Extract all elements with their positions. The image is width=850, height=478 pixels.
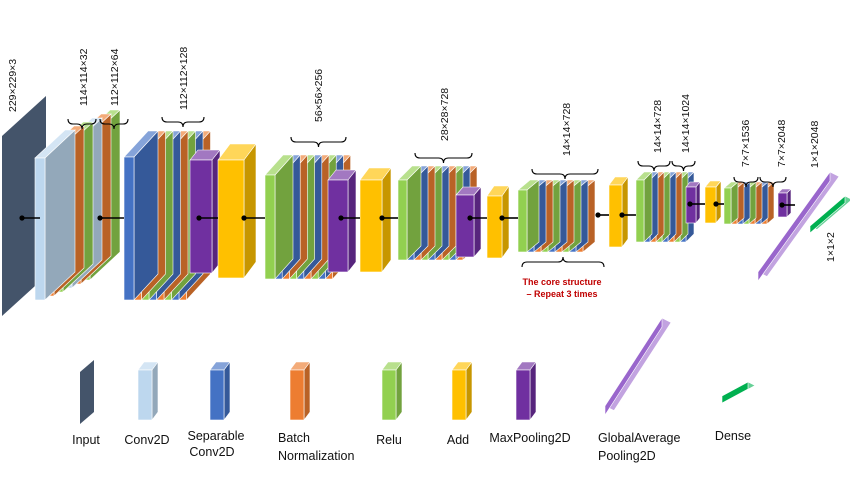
brace-exit-a (637, 160, 671, 172)
connector-dot-0 (19, 215, 25, 221)
legend-icon-global-average-pooling (604, 316, 672, 417)
middle-add (608, 176, 629, 248)
legend-label-relu: Relu (376, 433, 402, 447)
brace-core-structure (521, 256, 605, 268)
brace-block2 (290, 136, 347, 148)
block1-separable-conv2d-7 (123, 130, 159, 301)
block2-relu-8 (264, 154, 294, 280)
connector-dot-4 (338, 215, 344, 221)
legend-label-batch-line2: Normalization (278, 449, 354, 463)
legend-label-separable-line2: Conv2D (189, 445, 234, 459)
exit-ab-relu-7 (635, 171, 653, 243)
connector-dot-8 (595, 212, 601, 218)
legend-icon-batch-normalization (289, 361, 311, 421)
legend-icon-dense (721, 381, 756, 404)
dim-label-conv2: 112×112×64 (109, 48, 121, 106)
connector-dot-10 (687, 201, 693, 207)
dense-bar (809, 195, 850, 234)
dim-label-block2: 56×56×256 (313, 69, 325, 122)
brace-exit-c (733, 176, 759, 188)
connector-dot-2 (196, 215, 202, 221)
connectors (19, 201, 795, 221)
block2-maxpool (327, 169, 357, 273)
core-structure-note-line2: – Repeat 3 times (526, 289, 597, 299)
legend-label-dense: Dense (715, 429, 751, 443)
dim-label-block3: 28×28×728 (439, 88, 451, 141)
legend-icon-relu (381, 361, 403, 421)
dim-label-exit-c: 7×7×1536 (740, 120, 752, 167)
entry-stack-conv2d-5 (34, 129, 76, 301)
legend-label-gap-line1: GlobalAverage (598, 431, 681, 445)
block1-maxpool (189, 149, 221, 274)
legend-icons (80, 316, 756, 424)
connector-dot-6 (467, 215, 473, 221)
connector-dot-7 (499, 215, 505, 221)
dim-label-gap: 1×1×2048 (809, 121, 821, 168)
legend-icon-input (80, 360, 94, 424)
legend-label-batch-line1: Batch (278, 431, 310, 445)
connector-dot-9 (619, 212, 625, 218)
legend-label-gap-line2: Pooling2D (598, 449, 656, 463)
brace-middle (531, 168, 599, 180)
brace-block1 (161, 116, 205, 128)
core-structure-note-line1: The core structure (522, 277, 601, 287)
middle-relu-8 (517, 179, 540, 253)
legend-icon-add (451, 361, 473, 421)
dim-label-input: 229×229×3 (7, 59, 19, 112)
legend-icon-separable-conv2d (209, 361, 231, 421)
block2-add (359, 167, 392, 273)
legend-label-add: Add (447, 433, 469, 447)
exit-final-maxpool (777, 188, 792, 218)
legend-label-separable-line1: Separable (188, 429, 245, 443)
legend-icon-conv2d (137, 361, 159, 421)
dim-label-middle: 14×14×728 (561, 103, 573, 156)
brace-exit-d (759, 176, 787, 188)
connector-dot-5 (379, 215, 385, 221)
connector-dot-11 (713, 201, 719, 207)
block3-add (486, 185, 510, 259)
brace-conv2 (99, 118, 129, 130)
dim-label-conv1: 114×114×32 (78, 48, 90, 106)
legend-icon-maxpool (515, 361, 537, 421)
connector-dot-1 (97, 215, 103, 221)
global-average-pooling-bar (757, 171, 840, 282)
exit-add (704, 180, 722, 224)
block3-maxpool (455, 186, 482, 258)
brace-block3 (414, 152, 473, 164)
connector-dot-3 (241, 215, 247, 221)
connector-dot-12 (779, 202, 785, 208)
dim-label-exit-d: 7×7×2048 (776, 120, 788, 167)
brace-conv1 (67, 118, 97, 130)
legend-label-conv2d: Conv2D (124, 433, 169, 447)
dimension-braces (67, 116, 787, 268)
block1-add (217, 143, 257, 279)
dim-label-exit-b: 14×14×1024 (680, 94, 692, 153)
legend-label-input: Input (72, 433, 100, 447)
layer-blocks (2, 96, 850, 316)
exit-cd-relu-6 (723, 181, 739, 225)
legend-label-maxpool: MaxPooling2D (489, 431, 570, 445)
brace-exit-b (671, 160, 696, 172)
block3-relu-8 (397, 165, 422, 261)
dim-label-exit-a: 14×14×728 (652, 100, 664, 153)
dim-label-block1: 112×112×128 (178, 47, 190, 110)
dim-label-dense: 1×1×2 (825, 232, 837, 262)
